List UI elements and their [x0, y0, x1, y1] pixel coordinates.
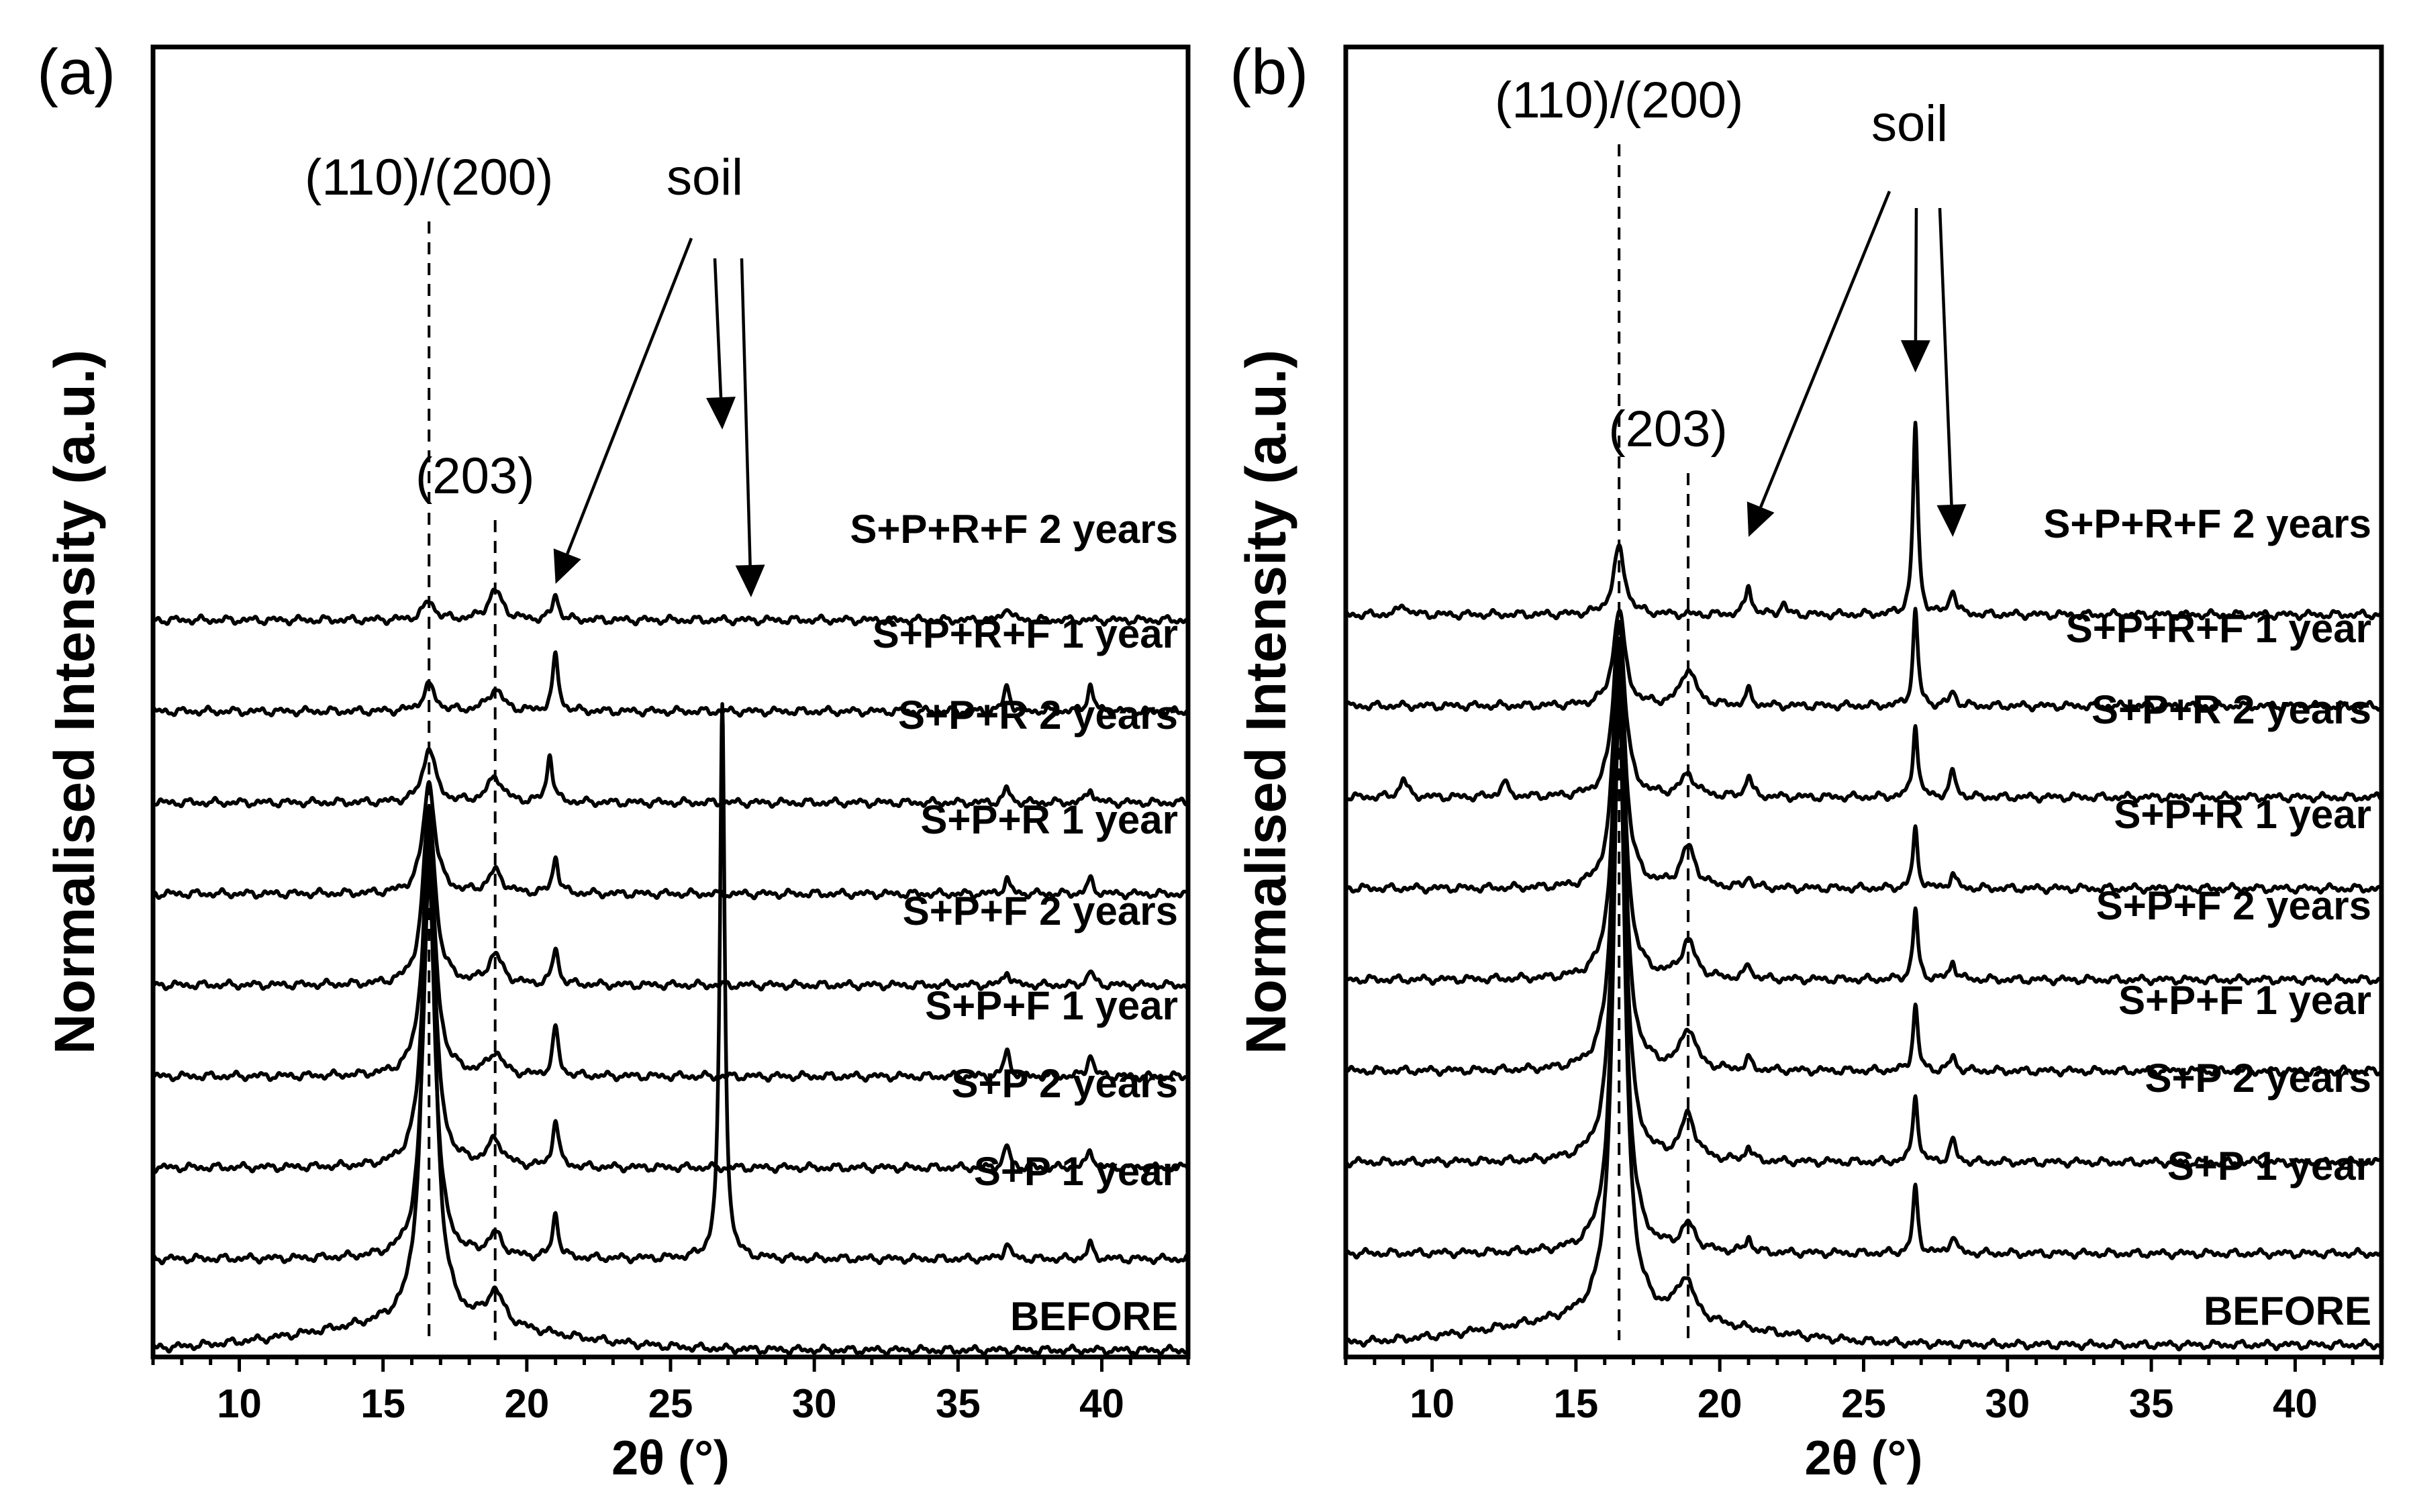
x-tick-label: 20 — [1697, 1381, 1742, 1426]
soil-arrow-head — [1746, 501, 1775, 537]
x-tick-label: 30 — [1985, 1381, 2030, 1426]
x-tick-label: 25 — [648, 1381, 693, 1426]
x-tick-label: 40 — [2273, 1381, 2318, 1426]
soil-arrow-line — [566, 238, 693, 555]
peak-label: (203) — [415, 448, 534, 505]
x-tick-label: 35 — [2129, 1381, 2174, 1426]
trace-s-p-r-f-1-year — [152, 650, 1189, 718]
series-label: BEFORE — [2204, 1289, 2371, 1333]
panel-a: (a) Normalised Intensity (a.u.) 10 15 20 25 30… — [37, 36, 1191, 1485]
soil-arrow-line — [713, 258, 723, 398]
panel-letter: (a) — [37, 36, 115, 108]
trace-s-p-2-years — [151, 852, 1189, 1174]
series-label: S+P+F 2 years — [2096, 883, 2371, 928]
x-tick-label: 20 — [504, 1381, 549, 1426]
x-tick-label: 10 — [217, 1381, 262, 1426]
trace-s-p-f-1-year — [152, 828, 1189, 1083]
trace-before — [1344, 683, 2383, 1352]
trace-s-p-r-f-1-year — [1344, 607, 2383, 713]
trace-s-p-f-2-years — [152, 805, 1189, 992]
trace-s-p-r-f-2-years — [1344, 420, 2383, 621]
soil-arrow-head — [1900, 340, 1930, 372]
series-label: S+P 1 year — [2167, 1144, 2371, 1189]
trace-s-p-f-2-years — [1344, 648, 2383, 987]
trace-s-p-1-year — [1344, 699, 2383, 1260]
x-tick-label: 30 — [792, 1381, 837, 1426]
trace-before — [152, 814, 1189, 1357]
trace-s-p-2-years — [1344, 672, 2383, 1169]
soil-label: soil — [1871, 95, 1948, 152]
series-label: S+P+F 1 year — [925, 983, 1178, 1028]
soil-arrow-line — [1938, 207, 1953, 505]
series-label: S+P+R+F 2 years — [2043, 501, 2371, 546]
soil-arrow-head — [553, 548, 581, 584]
x-tick-label: 35 — [936, 1381, 981, 1426]
peak-label: (110)/(200) — [305, 149, 553, 206]
trace-s-p-1-year — [152, 702, 1189, 1266]
x-tick-label: 15 — [360, 1381, 405, 1426]
peak-label: (110)/(200) — [1495, 72, 1743, 129]
x-axis-label: 2θ (°) — [611, 1431, 730, 1485]
soil-label: soil — [667, 149, 743, 206]
series-label: S+P+F 1 year — [2118, 978, 2371, 1023]
soil-arrow-line — [1759, 191, 1891, 508]
series-label: S+P+R 2 years — [2092, 687, 2371, 732]
y-axis-label: Normalised Intensity (a.u.) — [43, 350, 106, 1054]
series-label: S+P 2 years — [2145, 1056, 2371, 1101]
soil-arrow-head — [1936, 504, 1967, 537]
series-label: BEFORE — [1010, 1294, 1178, 1339]
peak-label: (203) — [1608, 401, 1727, 458]
panel-letter: (b) — [1230, 36, 1308, 108]
trace-s-p-r-2-years — [1344, 619, 2383, 804]
soil-arrow-line — [740, 258, 752, 566]
trace-s-p-r-1-year — [152, 780, 1189, 901]
series-label: S+P+R+F 2 years — [850, 507, 1178, 552]
trace-s-p-r-1-year — [1344, 636, 2383, 895]
panel-b: (b) Normalised Intensity (a.u.) 10 15 20 25 30… — [1230, 36, 2384, 1485]
x-tick-label: 15 — [1554, 1381, 1599, 1426]
x-tick-label: 10 — [1410, 1381, 1455, 1426]
x-axis-label: 2θ (°) — [1805, 1431, 1923, 1485]
trace-s-p-r-2-years — [151, 747, 1189, 809]
x-tick-label: 40 — [1079, 1381, 1124, 1426]
x-tick-label: 25 — [1841, 1381, 1886, 1426]
y-axis-label: Normalised Intensity (a.u.) — [1234, 350, 1297, 1054]
soil-arrow-head — [735, 564, 765, 597]
series-label: S+P 2 years — [951, 1061, 1178, 1106]
soil-arrow-head — [706, 397, 736, 430]
trace-s-p-r-f-2-years — [152, 587, 1189, 627]
trace-s-p-f-1-year — [1344, 663, 2383, 1078]
